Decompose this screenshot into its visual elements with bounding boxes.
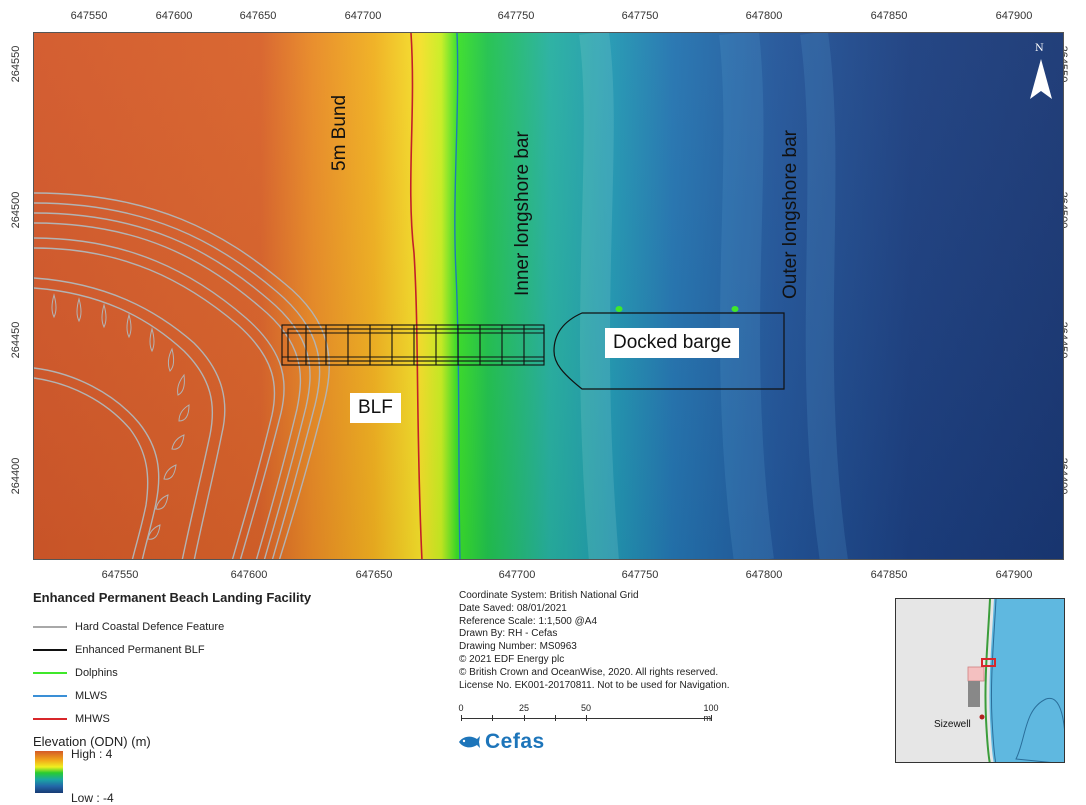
x-tick-label: 647850 xyxy=(870,569,908,581)
x-tick-label: 647550 xyxy=(70,10,108,22)
bund-label: 5m Bund xyxy=(329,94,350,171)
legend-label: Dolphins xyxy=(75,666,118,679)
fish-logo-icon xyxy=(459,736,480,748)
inset-canvas xyxy=(896,599,1064,762)
mlws-line xyxy=(454,33,461,559)
blf-label: BLF xyxy=(350,393,401,423)
inset-location-map[interactable]: Sizewell xyxy=(895,598,1065,763)
legend-item: MHWS xyxy=(33,707,363,730)
legend-swatch xyxy=(33,717,67,720)
y-tick-label: 264550 xyxy=(10,45,22,83)
x-tick-label: 647600 xyxy=(155,10,193,22)
metadata-line: © 2021 EDF Energy plc xyxy=(459,653,565,665)
inset-extent-box xyxy=(981,658,996,667)
scale-label: 50 xyxy=(580,703,592,713)
barge-outline xyxy=(553,312,785,390)
x-tick-label: 647700 xyxy=(498,569,536,581)
scale-label: 0 xyxy=(458,703,464,713)
legend-label: MLWS xyxy=(75,689,108,702)
scale-label: 25 xyxy=(518,703,530,713)
elevation-low-label: Low : -4 xyxy=(71,791,114,805)
x-tick-label: 647850 xyxy=(870,10,908,22)
legend: Enhanced Permanent Beach Landing Facilit… xyxy=(33,590,363,805)
x-tick-label: 647700 xyxy=(344,10,382,22)
legend-label: Enhanced Permanent BLF xyxy=(75,643,205,656)
legend-swatch xyxy=(33,648,67,651)
mhws-line xyxy=(409,33,423,559)
y-tick-label: 264400 xyxy=(10,457,22,495)
metadata-line: © British Crown and OceanWise, 2020. All… xyxy=(459,666,719,678)
metadata-line: Drawing Number: MS0963 xyxy=(459,641,577,653)
elevation-high-label: High : 4 xyxy=(71,747,113,761)
x-tick-label: 647750 xyxy=(621,10,659,22)
outer-bar-label: Outer longshore bar xyxy=(780,130,801,299)
legend-item: Dolphins xyxy=(33,661,363,684)
elevation-colorbar xyxy=(35,751,63,793)
barge-label: Docked barge xyxy=(605,328,740,358)
map-canvas xyxy=(34,33,1063,559)
cefas-logo: Cefas xyxy=(457,730,545,754)
legend-title: Enhanced Permanent Beach Landing Facilit… xyxy=(33,590,312,605)
inset-power-station xyxy=(968,681,980,707)
legend-swatch xyxy=(33,694,67,697)
inset-contour xyxy=(1015,697,1064,762)
x-tick-label: 647750 xyxy=(497,10,535,22)
x-tick-label: 647750 xyxy=(621,569,659,581)
inset-site-area xyxy=(967,666,985,682)
x-tick-label: 647900 xyxy=(995,569,1033,581)
map-metadata: Coordinate System: British National Grid… xyxy=(459,590,730,692)
bathymetry-map[interactable]: N xyxy=(33,32,1064,560)
x-tick-label: 647800 xyxy=(745,10,783,22)
x-tick-label: 647550 xyxy=(101,569,139,581)
x-tick-label: 647900 xyxy=(995,10,1033,22)
north-label: N xyxy=(1035,43,1044,54)
x-tick-label: 647650 xyxy=(355,569,393,581)
x-tick-label: 647600 xyxy=(230,569,268,581)
dolphin-marker xyxy=(731,306,739,312)
north-arrow-icon xyxy=(1030,59,1052,99)
legend-swatch xyxy=(33,625,67,628)
inset-sea xyxy=(989,599,1064,762)
legend-item: Enhanced Permanent BLF xyxy=(33,638,363,661)
dolphin-marker xyxy=(615,306,623,312)
metadata-line: Date Saved: 08/01/2021 xyxy=(459,602,567,614)
metadata-line: Drawn By: RH - Cefas xyxy=(459,628,558,640)
inset-place-label: Sizewell xyxy=(934,719,971,730)
legend-item: Hard Coastal Defence Feature xyxy=(33,615,363,638)
elevation-ramp: High : 4 Low : -4 xyxy=(33,747,363,805)
cefas-wordmark: Cefas xyxy=(485,730,545,753)
legend-label: Hard Coastal Defence Feature xyxy=(75,620,225,633)
legend-item: MLWS xyxy=(33,684,363,707)
metadata-line: License No. EK001-20170811. Not to be us… xyxy=(459,679,730,691)
seabed-texture xyxy=(579,33,848,559)
legend-label: MHWS xyxy=(75,712,110,725)
x-tick-label: 647650 xyxy=(239,10,277,22)
legend-swatch xyxy=(33,671,67,674)
y-tick-label: 264500 xyxy=(10,191,22,229)
inner-bar-label: Inner longshore bar xyxy=(512,131,533,296)
y-tick-label: 264450 xyxy=(10,321,22,359)
inset-location-dot xyxy=(979,714,985,720)
blf-structure xyxy=(281,324,545,366)
defence-teardrops xyxy=(51,293,190,540)
elevation-title: Elevation (ODN) (m) xyxy=(33,734,151,749)
x-tick-label: 647800 xyxy=(745,569,783,581)
metadata-line: Coordinate System: British National Grid xyxy=(459,590,639,601)
metadata-line: Reference Scale: 1:1,500 @A4 xyxy=(459,615,598,627)
scale-bar: 0 25 50 100 m xyxy=(458,703,719,729)
